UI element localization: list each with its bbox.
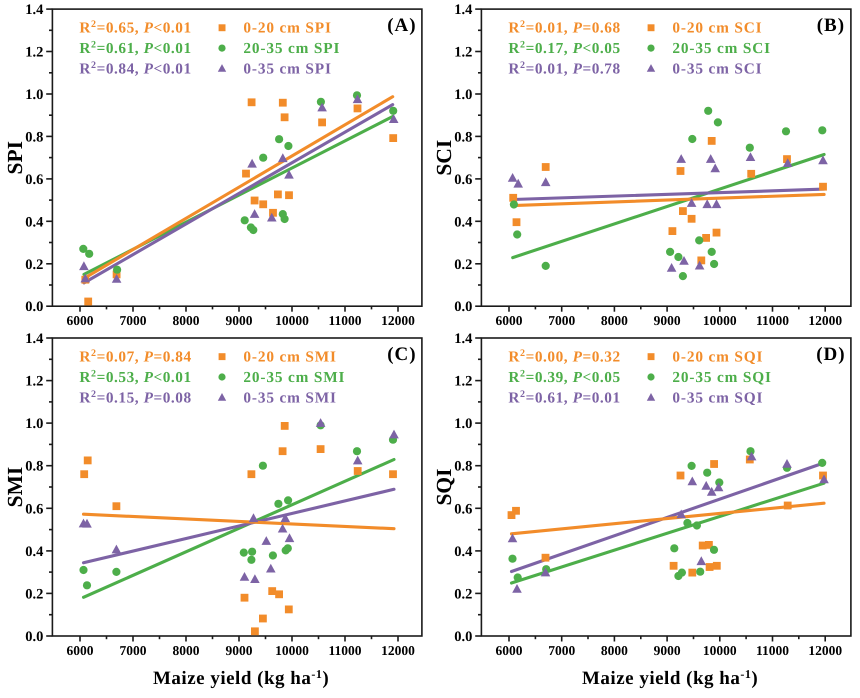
svg-text:0.4: 0.4	[25, 544, 43, 560]
svg-text:10000: 10000	[275, 643, 309, 658]
svg-text:10000: 10000	[703, 643, 737, 658]
svg-text:9000: 9000	[226, 313, 253, 328]
svg-text:1.2: 1.2	[454, 45, 472, 61]
svg-text:0.4: 0.4	[454, 544, 472, 560]
svg-text:0.8: 0.8	[454, 459, 472, 475]
svg-text:20-35 cm SQI: 20-35 cm SQI	[672, 369, 771, 386]
svg-text:1.0: 1.0	[454, 87, 472, 103]
svg-text:1.4: 1.4	[454, 331, 472, 347]
svg-text:0.2: 0.2	[454, 586, 472, 602]
svg-text:R2=0.01, P=0.68: R2=0.01, P=0.68	[508, 19, 620, 37]
svg-text:0-35 cm SQI: 0-35 cm SQI	[672, 389, 763, 406]
svg-text:12000: 12000	[381, 313, 415, 328]
svg-text:0-20 cm SQI: 0-20 cm SQI	[672, 349, 763, 366]
svg-text:8000: 8000	[601, 313, 628, 328]
svg-text:(B): (B)	[817, 15, 845, 36]
svg-text:0.0: 0.0	[454, 299, 472, 315]
svg-text:R2=0.39, P<0.05: R2=0.39, P<0.05	[508, 368, 620, 386]
svg-text:10000: 10000	[703, 313, 737, 328]
svg-text:R2=0.00, P=0.32: R2=0.00, P=0.32	[508, 348, 620, 366]
svg-text:0.0: 0.0	[454, 629, 472, 645]
svg-text:0.8: 0.8	[25, 459, 43, 475]
svg-text:0-35 cm SMI: 0-35 cm SMI	[243, 389, 336, 406]
svg-text:(D): (D)	[816, 344, 845, 365]
svg-text:0.6: 0.6	[454, 501, 472, 517]
svg-text:9000: 9000	[654, 313, 681, 328]
svg-text:10000: 10000	[275, 313, 309, 328]
svg-text:1.4: 1.4	[25, 2, 43, 18]
svg-text:R2=0.84, P<0.01: R2=0.84, P<0.01	[79, 60, 191, 78]
svg-text:0-35 cm SCI: 0-35 cm SCI	[672, 61, 762, 78]
svg-text:Maize yield (kg ha-1): Maize yield (kg ha-1)	[582, 667, 758, 689]
svg-text:1.0: 1.0	[454, 416, 472, 432]
svg-text:R2=0.61, P<0.01: R2=0.61, P<0.01	[79, 40, 191, 58]
svg-text:R2=0.01, P=0.78: R2=0.01, P=0.78	[508, 60, 620, 78]
svg-text:R2=0.61, P=0.01: R2=0.61, P=0.01	[508, 389, 620, 407]
svg-text:SPI: SPI	[3, 141, 27, 174]
svg-text:0.0: 0.0	[25, 629, 43, 645]
svg-text:20-35 cm SCI: 20-35 cm SCI	[672, 40, 771, 57]
svg-text:6000: 6000	[496, 643, 523, 658]
svg-text:SCI: SCI	[432, 140, 456, 176]
svg-text:20-35 cm SMI: 20-35 cm SMI	[243, 369, 345, 386]
svg-text:SMI: SMI	[3, 467, 27, 508]
svg-text:12000: 12000	[808, 643, 842, 658]
svg-text:0.4: 0.4	[25, 214, 43, 230]
svg-text:6000: 6000	[67, 313, 94, 328]
svg-text:R2=0.17, P<0.05: R2=0.17, P<0.05	[508, 40, 620, 58]
svg-text:12000: 12000	[808, 313, 842, 328]
svg-text:7000: 7000	[548, 313, 575, 328]
svg-text:0-20 cm SCI: 0-20 cm SCI	[672, 20, 762, 37]
svg-text:1.4: 1.4	[454, 2, 472, 18]
svg-text:12000: 12000	[381, 643, 415, 658]
svg-text:1.0: 1.0	[25, 87, 43, 103]
svg-text:7000: 7000	[120, 313, 147, 328]
svg-text:6000: 6000	[67, 643, 94, 658]
svg-text:0.6: 0.6	[25, 501, 43, 517]
svg-text:1.2: 1.2	[25, 374, 43, 390]
svg-text:(A): (A)	[387, 15, 416, 36]
svg-text:0-20 cm SMI: 0-20 cm SMI	[243, 349, 336, 366]
svg-text:0.8: 0.8	[25, 129, 43, 145]
svg-text:0.6: 0.6	[25, 172, 43, 188]
svg-text:7000: 7000	[548, 643, 575, 658]
svg-text:11000: 11000	[756, 643, 789, 658]
svg-text:8000: 8000	[601, 643, 628, 658]
svg-text:0.4: 0.4	[454, 214, 472, 230]
svg-text:0.6: 0.6	[454, 172, 472, 188]
svg-text:R2=0.65, P<0.01: R2=0.65, P<0.01	[79, 19, 191, 37]
svg-text:0-20 cm SPI: 0-20 cm SPI	[243, 20, 331, 37]
svg-text:7000: 7000	[120, 643, 147, 658]
svg-text:11000: 11000	[756, 313, 789, 328]
svg-text:(C): (C)	[387, 344, 416, 365]
svg-text:0.8: 0.8	[454, 129, 472, 145]
svg-text:0.2: 0.2	[454, 257, 472, 273]
svg-text:9000: 9000	[226, 643, 253, 658]
svg-text:R2=0.15, P=0.08: R2=0.15, P=0.08	[79, 389, 191, 407]
svg-text:1.0: 1.0	[25, 416, 43, 432]
svg-text:8000: 8000	[173, 313, 200, 328]
svg-text:11000: 11000	[328, 643, 361, 658]
svg-text:1.2: 1.2	[454, 374, 472, 390]
svg-text:1.2: 1.2	[25, 45, 43, 61]
svg-text:0.2: 0.2	[25, 257, 43, 273]
svg-text:8000: 8000	[173, 643, 200, 658]
svg-text:R2=0.07, P=0.84: R2=0.07, P=0.84	[79, 348, 191, 366]
svg-text:11000: 11000	[328, 313, 361, 328]
svg-text:1.4: 1.4	[25, 331, 43, 347]
svg-text:SQI: SQI	[432, 468, 456, 505]
svg-text:20-35 cm SPI: 20-35 cm SPI	[243, 40, 340, 57]
svg-text:6000: 6000	[496, 313, 523, 328]
svg-text:0-35 cm SPI: 0-35 cm SPI	[243, 61, 331, 78]
svg-text:Maize yield (kg ha-1): Maize yield (kg ha-1)	[153, 667, 329, 689]
svg-text:0.2: 0.2	[25, 586, 43, 602]
svg-text:9000: 9000	[654, 643, 681, 658]
svg-text:R2=0.53, P<0.01: R2=0.53, P<0.01	[79, 368, 191, 386]
svg-text:0.0: 0.0	[25, 299, 43, 315]
